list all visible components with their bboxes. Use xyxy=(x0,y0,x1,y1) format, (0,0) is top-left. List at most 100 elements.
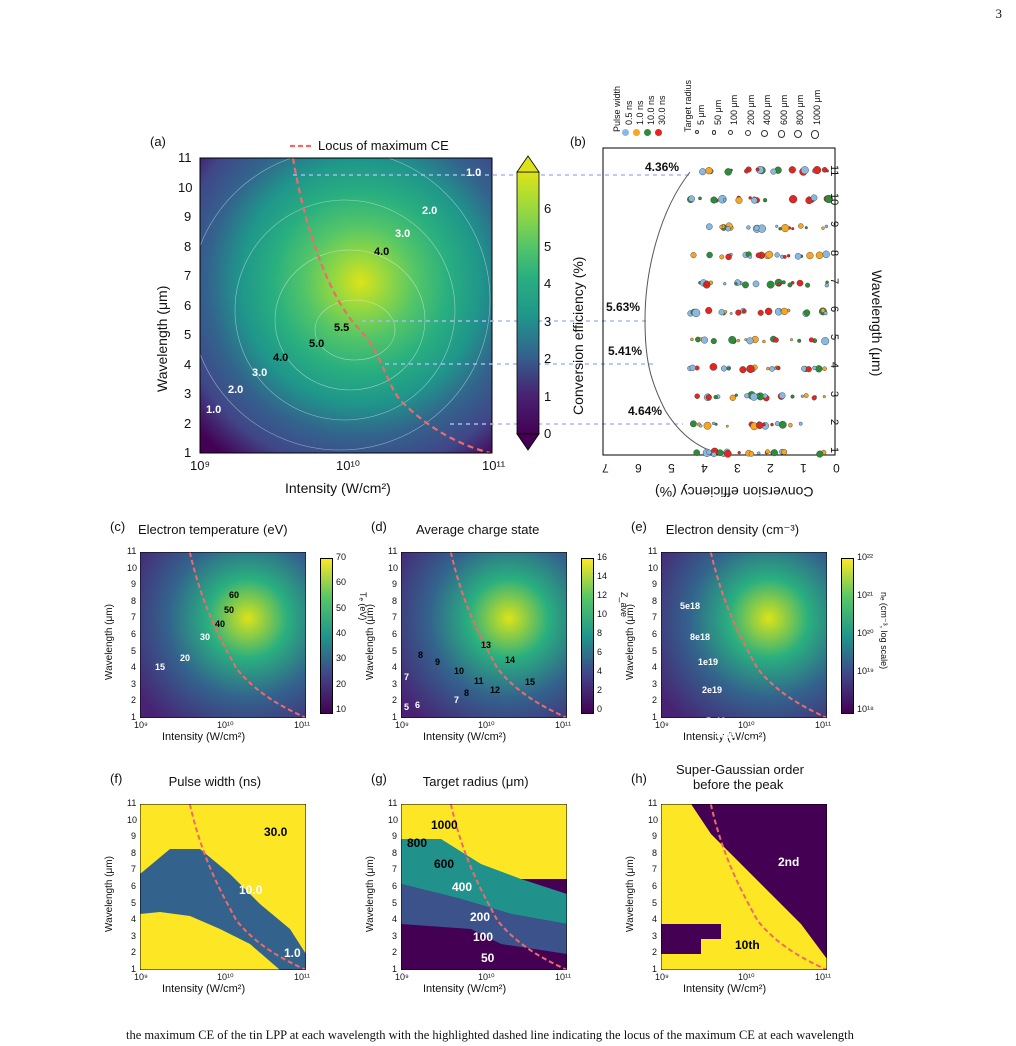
scatter-point xyxy=(750,392,758,401)
scatter-point xyxy=(778,420,787,429)
x-tick-label: 7 xyxy=(602,461,609,475)
scatter-point xyxy=(742,281,749,289)
contour-label: 4.0 xyxy=(273,352,289,364)
contour-label: 10 xyxy=(454,666,465,676)
contour-label: 20 xyxy=(180,653,191,663)
scatter-point xyxy=(820,308,826,313)
region-label: 400 xyxy=(452,880,473,894)
colorbar xyxy=(581,558,594,714)
scatter-point xyxy=(746,225,751,230)
y-tick-label: 2 xyxy=(392,695,398,706)
panel-title: Target radius (μm) xyxy=(422,774,529,789)
scatter-point xyxy=(824,224,829,229)
contour-label: 8e19 xyxy=(716,730,737,740)
scatter-point xyxy=(808,337,814,343)
y-tick-label: 4 xyxy=(652,914,658,925)
scatter-point xyxy=(770,422,774,427)
annotation-4-36: 4.36% xyxy=(645,160,680,174)
x-tick-label: 10¹¹ xyxy=(555,972,572,982)
cbar-tick-label: 5 xyxy=(544,238,552,254)
contour-label: 5.0 xyxy=(309,338,325,350)
scatter-point xyxy=(796,279,804,287)
x-tick-label: 10¹¹ xyxy=(294,720,311,730)
x-tick-label: 10¹⁰ xyxy=(738,720,755,730)
panel-title: Pulse width (ns) xyxy=(168,774,262,789)
y-tick-label: 8 xyxy=(828,249,840,256)
contour-label: 1.0 xyxy=(206,404,222,416)
scatter-point xyxy=(699,168,707,176)
y-tick-label: 7 xyxy=(131,612,137,623)
contour-label: 2e19 xyxy=(702,685,723,695)
x-tick-label: 10¹¹ xyxy=(815,972,832,982)
scatter-point xyxy=(724,449,732,458)
y-tick-label: 1 xyxy=(131,964,137,974)
y-tick-label: 9 xyxy=(131,831,137,842)
contour-label: 30 xyxy=(200,632,211,642)
cbar-tick-label: 30 xyxy=(336,653,347,664)
y-tick-label: 6 xyxy=(184,297,192,313)
contour-label: 3.0 xyxy=(252,367,268,379)
scatter-point xyxy=(798,223,804,229)
y-tick-label: 7 xyxy=(392,612,398,623)
panel-b-figure xyxy=(602,147,836,458)
annotation-5-63: 5.63% xyxy=(606,300,641,314)
y-tick-label: 2 xyxy=(392,947,398,958)
cbar-tick-label: 6 xyxy=(544,201,552,216)
legend-radius-item: 200 μm xyxy=(745,94,756,125)
y-tick-label: 7 xyxy=(392,864,398,875)
x-tick-label: 10¹¹ xyxy=(555,720,572,730)
scatter-point xyxy=(713,395,718,400)
scatter-point xyxy=(710,196,718,204)
region-label: 30.0 xyxy=(264,825,288,839)
legend-pulse-marker xyxy=(655,129,662,136)
x-axis-label: Intensity (W/cm²) xyxy=(423,731,507,743)
y-tick-label: 10 xyxy=(648,562,659,573)
x-tick-label: 10⁹ xyxy=(655,972,669,982)
y-tick-label: 5 xyxy=(828,334,840,341)
scatter-point xyxy=(755,252,762,259)
legend-radius-item: 800 μm xyxy=(795,94,805,125)
x-tick-label: 10¹⁰ xyxy=(738,972,755,982)
y-tick-label: 4 xyxy=(392,914,398,925)
scatter-point xyxy=(705,307,713,315)
region-label: 50 xyxy=(481,951,495,965)
scatter-point xyxy=(781,280,786,285)
y-tick-label: 11 xyxy=(178,150,192,165)
region-label: 200 xyxy=(470,910,491,924)
scatter-point xyxy=(800,166,809,175)
scatter-point xyxy=(800,394,804,398)
y-tick-label: 3 xyxy=(828,390,840,397)
cbar-tick-label: 6 xyxy=(597,647,603,657)
x-tick-label: 0 xyxy=(833,461,840,475)
panel-label: (f) xyxy=(110,771,123,786)
cbar-tick-label: 1 xyxy=(544,388,552,404)
y-tick-label: 3 xyxy=(392,930,398,941)
y-tick-label: 11 xyxy=(127,546,137,556)
cbar-tick-label: 3 xyxy=(544,313,552,329)
y-tick-label: 5 xyxy=(131,645,137,656)
scatter-point xyxy=(735,309,742,316)
scatter-point xyxy=(756,421,764,430)
scatter-point xyxy=(757,309,764,316)
y-tick-label: 2 xyxy=(652,695,658,706)
contour-label: 12 xyxy=(490,685,501,695)
x-tick-label: 10⁹ xyxy=(134,720,148,730)
y-tick-label: 6 xyxy=(392,629,398,639)
contour-label: 50 xyxy=(224,605,235,615)
cbar-tick-label: 10²¹ xyxy=(857,590,874,600)
scatter-point xyxy=(803,309,811,317)
scatter-point xyxy=(755,167,760,172)
legend-pulse-item: 10.0 ns xyxy=(646,95,656,125)
scatter-point xyxy=(825,169,829,173)
legend-radius-marker xyxy=(728,130,734,136)
x-axis-label: Intensity (W/cm²) xyxy=(423,983,507,995)
scatter-point xyxy=(724,168,732,176)
page-number: 3 xyxy=(995,6,1003,21)
y-tick-label: 10 xyxy=(388,814,399,825)
scatter-point xyxy=(773,337,779,343)
contour-label: 14 xyxy=(505,655,516,665)
panel-title: Average charge state xyxy=(416,522,540,537)
y-axis-label: Wavelength (μm) xyxy=(104,856,115,932)
contour-label: 8 xyxy=(418,650,424,660)
scatter-point xyxy=(716,449,724,457)
